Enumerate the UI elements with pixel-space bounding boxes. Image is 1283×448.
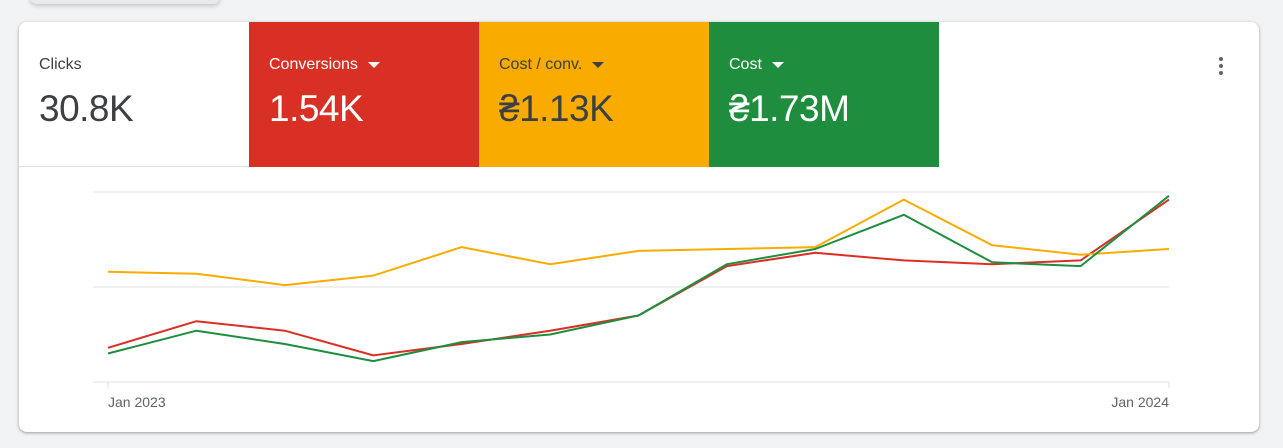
dot xyxy=(1219,57,1223,61)
metric-value: ₴1.73M xyxy=(729,88,850,129)
dot xyxy=(1219,71,1223,75)
metric-label: Cost xyxy=(729,55,919,75)
metric-value: 30.8K xyxy=(39,88,134,129)
metric-label: Clicks xyxy=(39,55,229,75)
dot xyxy=(1219,64,1223,68)
dropdown-arrow-icon[interactable] xyxy=(771,62,784,68)
previous-card-edge xyxy=(30,0,220,4)
metric-label-text: Cost / conv. xyxy=(499,56,583,73)
metric-tile-cost[interactable]: Cost ₴1.73M xyxy=(709,22,939,167)
performance-card: Clicks 30.8K Conversions 1.54K Cost / co… xyxy=(19,22,1259,432)
series-line xyxy=(107,198,1170,357)
metric-tile-clicks[interactable]: Clicks 30.8K xyxy=(19,22,249,167)
metric-label-text: Cost xyxy=(729,56,762,73)
x-tick-label: Jan 2023 xyxy=(108,394,166,410)
metric-label: Cost / conv. xyxy=(499,55,689,75)
x-tick-label: Jan 2024 xyxy=(1111,394,1169,410)
metric-tile-conversions[interactable]: Conversions 1.54K xyxy=(249,22,479,167)
more-vert-icon[interactable] xyxy=(1209,54,1233,78)
metric-label-text: Clicks xyxy=(39,56,82,73)
metric-value: ₴1.13K xyxy=(499,88,614,129)
dropdown-arrow-icon[interactable] xyxy=(367,62,380,68)
series-line xyxy=(107,198,1170,287)
metric-value: 1.54K xyxy=(269,88,364,129)
metric-label: Conversions xyxy=(269,55,459,75)
performance-line-chart: Jan 2023 Jan 2024 xyxy=(93,191,1170,410)
series-line xyxy=(107,195,1170,363)
metric-label-text: Conversions xyxy=(269,56,358,73)
metric-tiles: Clicks 30.8K Conversions 1.54K Cost / co… xyxy=(19,22,939,167)
dropdown-arrow-icon[interactable] xyxy=(592,62,605,68)
metric-tile-cost-per-conversion[interactable]: Cost / conv. ₴1.13K xyxy=(479,22,709,167)
